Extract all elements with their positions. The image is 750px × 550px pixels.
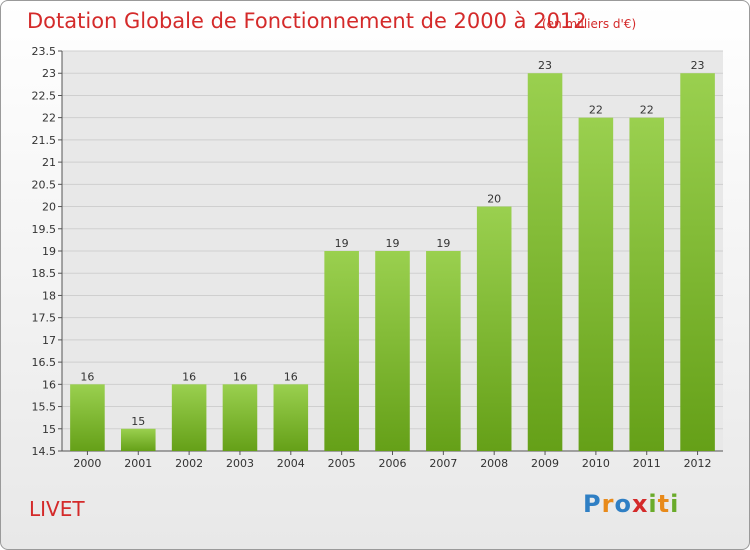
- y-tick-label: 14.5: [32, 445, 57, 458]
- bar: [222, 384, 258, 451]
- y-tick-label: 18.5: [32, 267, 57, 280]
- x-tick-label: 2008: [480, 457, 508, 470]
- bar: [476, 206, 512, 451]
- data-label: 15: [131, 415, 145, 428]
- y-tick-label: 23: [42, 67, 56, 80]
- chart-subtitle: (en milliers d'€): [542, 17, 637, 31]
- logo-letter: r: [601, 490, 615, 518]
- x-tick-label: 2005: [328, 457, 356, 470]
- bar: [680, 73, 715, 451]
- x-tick-label: 2000: [73, 457, 101, 470]
- y-tick-label: 21: [42, 156, 56, 169]
- data-label: 23: [538, 59, 552, 72]
- bar: [426, 251, 461, 451]
- y-tick-label: 19.5: [32, 223, 57, 236]
- data-label: 16: [80, 370, 94, 383]
- x-tick-label: 2004: [277, 457, 305, 470]
- data-label: 22: [589, 104, 603, 117]
- data-label: 19: [436, 237, 450, 250]
- data-label: 16: [182, 370, 196, 383]
- y-tick-label: 19: [42, 245, 56, 258]
- logo-letter: t: [657, 490, 671, 518]
- logo-letter: o: [614, 490, 632, 518]
- y-tick-label: 20: [42, 201, 56, 214]
- bar: [120, 428, 156, 451]
- y-tick-label: 22: [42, 112, 56, 125]
- x-tick-label: 2012: [684, 457, 712, 470]
- proxiti-logo: Proxiti: [583, 490, 679, 518]
- x-tick-label: 2002: [175, 457, 203, 470]
- bar: [70, 384, 105, 451]
- x-tick-label: 2011: [633, 457, 661, 470]
- data-label: 22: [640, 104, 654, 117]
- logo-letter: P: [583, 490, 602, 518]
- y-tick-label: 15.5: [32, 401, 57, 414]
- commune-name: LIVET: [29, 497, 85, 521]
- x-tick-label: 2003: [226, 457, 254, 470]
- y-tick-label: 22.5: [32, 89, 57, 102]
- y-tick-label: 16: [42, 378, 56, 391]
- data-label: 23: [691, 59, 705, 72]
- y-tick-label: 23.5: [32, 45, 57, 58]
- y-tick-label: 18: [42, 289, 56, 302]
- x-tick-label: 2006: [379, 457, 407, 470]
- data-label: 20: [487, 193, 501, 206]
- data-label: 16: [233, 370, 247, 383]
- bar: [171, 384, 207, 451]
- bar: [527, 73, 563, 451]
- x-tick-label: 2010: [582, 457, 610, 470]
- logo-letter: i: [670, 490, 680, 518]
- bar: [273, 384, 309, 451]
- y-tick-label: 20.5: [32, 178, 57, 191]
- x-tick-label: 2009: [531, 457, 559, 470]
- x-tick-label: 2007: [429, 457, 457, 470]
- bar: [375, 251, 410, 451]
- y-tick-label: 17.5: [32, 312, 57, 325]
- bar: [324, 251, 359, 451]
- bar: [629, 117, 665, 452]
- y-tick-label: 16.5: [32, 356, 57, 369]
- chart-title: Dotation Globale de Fonctionnement de 20…: [27, 9, 587, 33]
- data-label: 19: [386, 237, 400, 250]
- data-label: 16: [284, 370, 298, 383]
- y-tick-label: 17: [42, 334, 56, 347]
- logo-letter: x: [631, 490, 649, 518]
- y-tick-label: 21.5: [32, 134, 57, 147]
- x-tick-label: 2001: [124, 457, 152, 470]
- logo-letter: i: [648, 490, 658, 518]
- y-tick-label: 15: [42, 423, 56, 436]
- bar: [578, 117, 614, 452]
- data-label: 19: [335, 237, 349, 250]
